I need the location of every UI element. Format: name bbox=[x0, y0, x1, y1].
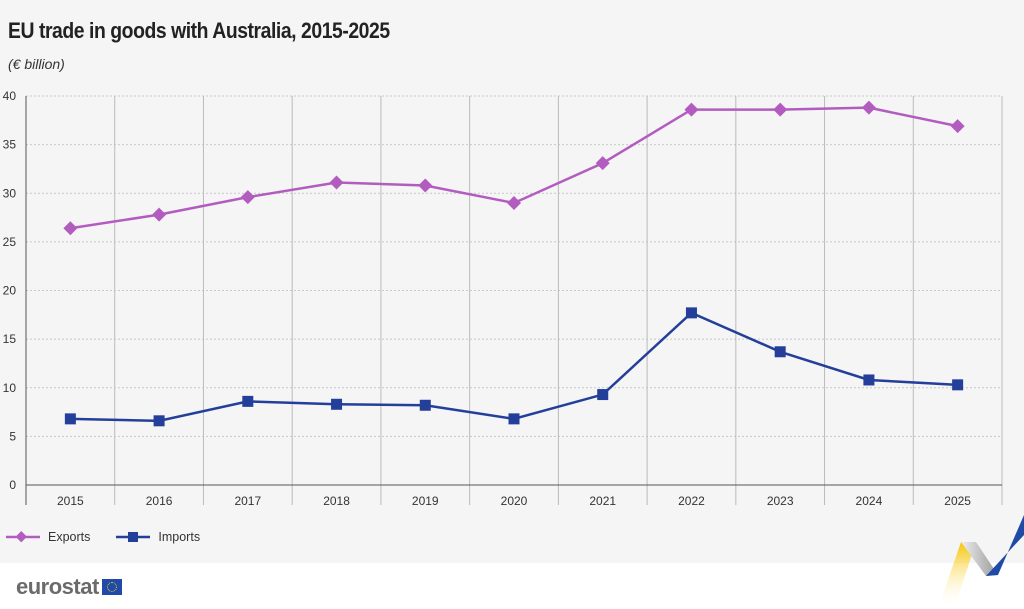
data-point-exports bbox=[507, 195, 521, 210]
logo-text: eurostat bbox=[16, 574, 99, 599]
x-tick-label: 2022 bbox=[678, 494, 705, 508]
y-tick-label: 20 bbox=[3, 284, 17, 298]
data-point-imports bbox=[952, 379, 964, 391]
x-tick-label: 2023 bbox=[767, 494, 794, 508]
data-point-imports bbox=[508, 413, 520, 425]
y-tick-label: 15 bbox=[3, 332, 17, 346]
y-tick-label: 10 bbox=[3, 381, 17, 395]
x-tick-label: 2025 bbox=[944, 494, 971, 508]
x-tick-label: 2021 bbox=[589, 494, 616, 508]
diamond-marker-icon bbox=[6, 531, 40, 543]
chart-title: EU trade in goods with Australia, 2015-2… bbox=[8, 18, 390, 43]
chart-panel bbox=[0, 0, 1024, 563]
decorative-stripes bbox=[938, 515, 1024, 609]
data-point-exports bbox=[152, 207, 167, 222]
data-point-imports bbox=[774, 346, 786, 358]
y-tick-label: 25 bbox=[3, 235, 17, 249]
data-point-imports bbox=[153, 415, 165, 427]
data-point-exports bbox=[861, 100, 876, 115]
data-point-exports bbox=[240, 190, 255, 205]
legend-item-exports[interactable]: Exports bbox=[6, 530, 90, 544]
square-marker-icon bbox=[116, 532, 151, 542]
y-tick-label: 30 bbox=[3, 186, 17, 200]
data-point-exports bbox=[773, 102, 788, 117]
chart-subtitle: (€ billion) bbox=[8, 56, 65, 72]
data-point-imports bbox=[242, 395, 254, 407]
x-tick-label: 2024 bbox=[856, 494, 883, 508]
x-tick-label: 2017 bbox=[234, 494, 261, 508]
legend-item-imports[interactable]: Imports bbox=[116, 530, 200, 544]
data-point-exports bbox=[63, 221, 78, 236]
legend-label: Imports bbox=[158, 530, 201, 544]
eurostat-logo: eurostat bbox=[16, 574, 122, 600]
y-tick-label: 0 bbox=[9, 478, 16, 492]
data-point-imports bbox=[597, 389, 609, 401]
data-point-imports bbox=[331, 398, 343, 410]
data-point-exports bbox=[418, 178, 433, 193]
data-point-imports bbox=[863, 374, 875, 386]
data-point-exports bbox=[595, 156, 610, 171]
x-tick-label: 2015 bbox=[57, 494, 84, 508]
data-point-exports bbox=[950, 119, 965, 134]
y-tick-label: 5 bbox=[9, 429, 16, 443]
y-tick-label: 40 bbox=[3, 89, 17, 103]
x-tick-label: 2018 bbox=[323, 494, 350, 508]
x-tick-label: 2019 bbox=[412, 494, 439, 508]
data-point-exports bbox=[684, 102, 699, 117]
data-point-exports bbox=[329, 175, 344, 190]
x-tick-label: 2020 bbox=[501, 494, 528, 508]
x-tick-label: 2016 bbox=[146, 494, 173, 508]
legend-label: Exports bbox=[48, 530, 91, 544]
legend: Exports Imports bbox=[6, 530, 200, 544]
data-point-imports bbox=[64, 413, 76, 425]
eu-flag-icon bbox=[101, 579, 122, 595]
data-point-imports bbox=[419, 399, 431, 411]
y-tick-label: 35 bbox=[3, 138, 17, 152]
data-point-imports bbox=[685, 307, 697, 319]
